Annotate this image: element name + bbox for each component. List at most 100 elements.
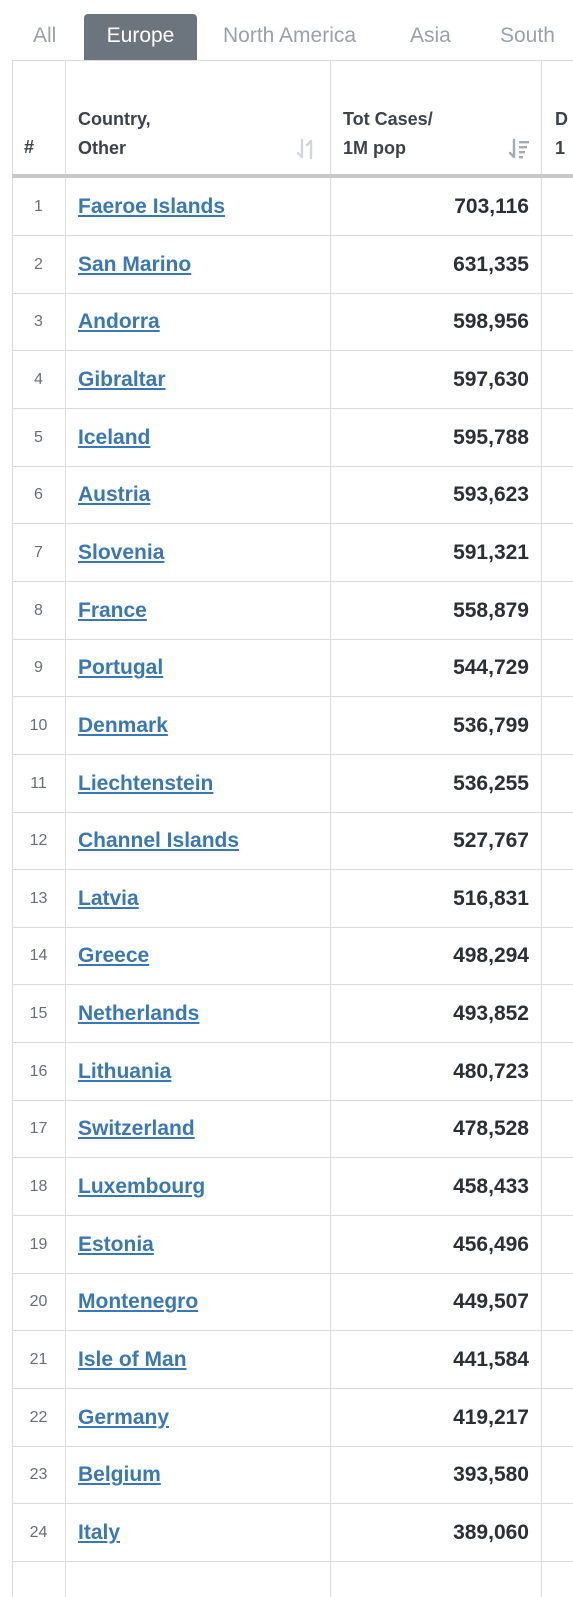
sort-neutral-icon[interactable] — [296, 137, 318, 161]
row-rank: 1 — [34, 198, 43, 215]
header-next-column[interactable]: D 1 — [555, 105, 568, 163]
country-link[interactable]: Luxembourg — [78, 1175, 206, 1199]
header-country-line1: Country, — [78, 109, 151, 129]
country-link[interactable]: Montenegro — [78, 1290, 199, 1314]
sort-descending-icon[interactable] — [508, 137, 530, 161]
row-rank: 6 — [34, 486, 43, 504]
country-link[interactable]: Switzerland — [78, 1117, 195, 1141]
header-next-line1: D — [555, 109, 568, 129]
header-cases-line2: 1M pop — [343, 138, 406, 158]
header-divider — [12, 174, 573, 178]
country-link[interactable]: Estonia — [78, 1232, 154, 1256]
cases-per-million-value: 393,580 — [453, 1463, 529, 1487]
country-link[interactable]: Channel Islands — [78, 829, 240, 853]
country-link[interactable]: Austria — [78, 483, 151, 507]
country-link[interactable]: Iceland — [78, 425, 151, 449]
table-row: 20 Montenegro 449,507 — [12, 1273, 573, 1332]
table-row: 22 Germany 419,217 — [12, 1389, 573, 1447]
cases-per-million-value: 597,630 — [453, 367, 529, 391]
cases-per-million-value: 595,788 — [453, 425, 529, 449]
table-row: 15 Netherlands 493,852 — [12, 985, 573, 1044]
country-link[interactable]: Gibraltar — [78, 367, 166, 391]
country-link[interactable]: Belgium — [78, 1463, 161, 1487]
table-row: 8 France 558,879 — [12, 582, 573, 640]
cases-per-million-value: 598,956 — [453, 310, 529, 334]
table-row: 4 Gibraltar 597,630 — [12, 351, 573, 409]
tab-asia[interactable]: Asia — [410, 24, 451, 47]
cases-per-million-value: 456,496 — [453, 1232, 529, 1256]
country-link[interactable]: Lithuania — [78, 1059, 172, 1083]
country-link[interactable]: Netherlands — [78, 1002, 200, 1026]
row-rank: 8 — [34, 601, 43, 619]
country-link[interactable]: Portugal — [78, 656, 164, 680]
row-rank: 14 — [29, 947, 48, 965]
cases-per-million-value: 527,767 — [453, 829, 529, 853]
header-cases-per-million[interactable]: Tot Cases/ 1M pop — [343, 105, 433, 163]
cases-per-million-value: 441,584 — [453, 1348, 529, 1371]
cases-per-million-value: 536,255 — [453, 771, 529, 795]
row-rank: 9 — [34, 659, 43, 677]
cases-per-million-value: 498,294 — [453, 944, 529, 968]
region-tabs: All Europe North America Asia South — [0, 0, 573, 60]
cases-per-million-value: 536,799 — [453, 713, 529, 737]
country-link[interactable]: Isle of Man — [78, 1348, 187, 1371]
table-row: 9 Portugal 544,729 — [12, 639, 573, 698]
cases-per-million-value: 389,060 — [453, 1520, 529, 1544]
country-link[interactable]: Liechtenstein — [78, 771, 214, 795]
row-rank: 12 — [29, 832, 48, 850]
table-row: 18 Luxembourg 458,433 — [12, 1158, 573, 1217]
row-rank: 10 — [29, 716, 48, 734]
cases-per-million-value: 703,116 — [454, 195, 529, 218]
cases-per-million-value: 449,507 — [453, 1290, 529, 1314]
row-rank: 15 — [29, 1005, 48, 1023]
cases-per-million-value: 558,879 — [453, 598, 529, 622]
country-link[interactable]: Italy — [78, 1520, 121, 1544]
header-country[interactable]: Country, Other — [78, 105, 151, 163]
table-row: 1 Faeroe Islands 703,116 — [12, 178, 573, 236]
row-rank: 21 — [29, 1351, 48, 1368]
row-rank: 5 — [34, 428, 43, 446]
table-row: 5 Iceland 595,788 — [12, 409, 573, 467]
country-link[interactable]: Slovenia — [78, 540, 165, 564]
row-rank: 24 — [29, 1523, 48, 1541]
table-row: 13 Latvia 516,831 — [12, 870, 573, 928]
table-header: # Country, Other Tot Cases/ 1M pop D 1 — [12, 60, 573, 177]
country-link[interactable]: Greece — [78, 944, 150, 968]
row-rank: 22 — [29, 1408, 48, 1426]
tab-north-america[interactable]: North America — [223, 24, 357, 47]
country-link[interactable]: France — [78, 598, 147, 622]
country-link[interactable]: San Marino — [78, 252, 192, 276]
row-rank: 17 — [29, 1120, 48, 1138]
column-divider — [541, 60, 542, 1597]
table-row: 23 Belgium 393,580 — [12, 1446, 573, 1505]
country-link[interactable]: Latvia — [78, 886, 139, 910]
cases-per-million-value: 631,335 — [453, 252, 529, 276]
table-row: 19 Estonia 456,496 — [12, 1216, 573, 1274]
row-rank: 4 — [34, 370, 43, 388]
row-rank: 2 — [34, 255, 43, 273]
row-rank: 16 — [29, 1062, 48, 1080]
cases-per-million-value: 493,852 — [453, 1002, 529, 1026]
table-row: 14 Greece 498,294 — [12, 927, 573, 986]
header-rank[interactable]: # — [24, 137, 35, 157]
table-row: 2 San Marino 631,335 — [12, 236, 573, 294]
row-rank: 3 — [34, 313, 43, 331]
header-next-line2: 1 — [555, 138, 566, 158]
tab-all[interactable]: All — [33, 24, 57, 47]
header-country-line2: Other — [78, 138, 127, 158]
country-link[interactable]: Germany — [78, 1405, 170, 1429]
cases-per-million-value: 419,217 — [453, 1405, 529, 1429]
tab-europe[interactable]: Europe — [84, 14, 197, 60]
countries-table: # Country, Other Tot Cases/ 1M pop D 1 1… — [12, 60, 573, 1597]
country-link[interactable]: Faeroe Islands — [78, 195, 226, 218]
row-rank: 18 — [29, 1178, 48, 1196]
column-divider — [330, 60, 331, 1597]
tab-south-america[interactable]: South — [500, 24, 555, 47]
row-rank: 11 — [30, 774, 47, 792]
cases-per-million-value: 591,321 — [453, 540, 529, 564]
table-row: 24 Italy 389,060 — [12, 1504, 573, 1562]
table-row: 16 Lithuania 480,723 — [12, 1043, 573, 1101]
header-cases-line1: Tot Cases/ — [343, 109, 433, 129]
country-link[interactable]: Denmark — [78, 713, 168, 737]
country-link[interactable]: Andorra — [78, 310, 160, 334]
